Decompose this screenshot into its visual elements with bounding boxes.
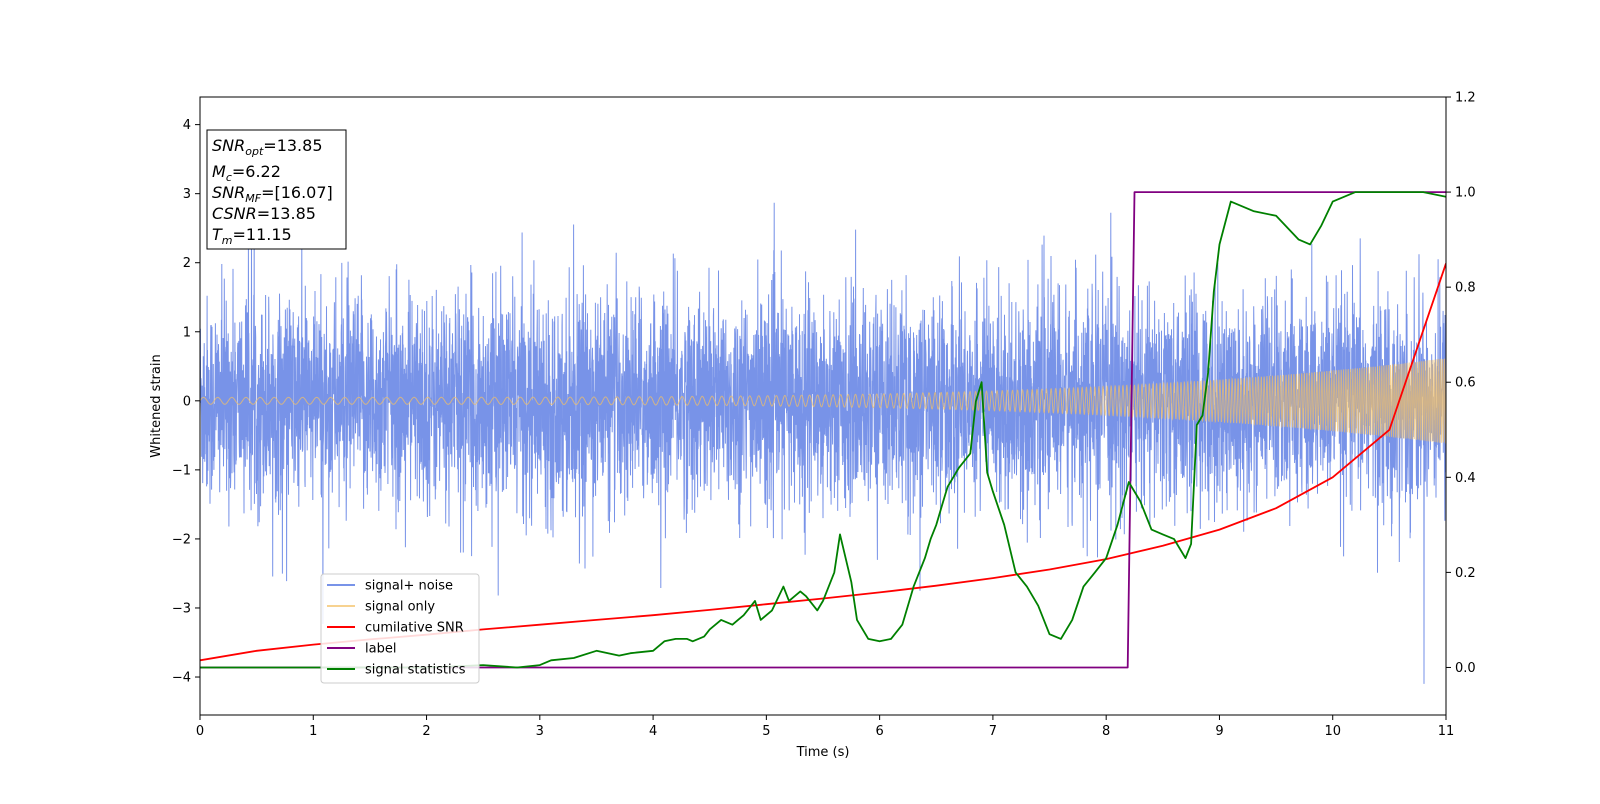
x-tick-label: 11 <box>1438 724 1455 739</box>
y-tick-label: −4 <box>172 671 191 686</box>
annotation-line: Tm=11.15 <box>212 225 292 247</box>
y-tick-label: 3 <box>183 187 191 202</box>
x-tick-label: 7 <box>989 724 997 739</box>
x-tick-label: 1 <box>309 724 317 739</box>
x-tick-label: 0 <box>196 724 204 739</box>
y2-tick-label: 0.2 <box>1455 566 1476 581</box>
x-tick-label: 8 <box>1102 724 1110 739</box>
series-signal-noise <box>200 202 1446 684</box>
y2-tick-label: 1.0 <box>1455 186 1476 201</box>
series-label <box>200 191 1446 669</box>
annotation-line: SNRopt=13.85 <box>212 136 323 158</box>
series-signal-statistics <box>200 191 1446 669</box>
x-tick-label: 10 <box>1324 724 1341 739</box>
legend-label: signal statistics <box>365 663 466 678</box>
x-tick-label: 2 <box>422 724 430 739</box>
x-tick-label: 4 <box>649 724 657 739</box>
annotation-line: Mc=6.22 <box>212 162 281 184</box>
series-signal-only <box>200 358 1446 444</box>
y2-tick-label: 0.0 <box>1455 661 1476 676</box>
y-axis-label: Whitened strain <box>149 354 164 457</box>
y-axis-left: −4 −3 −2 −1 0 1 2 3 4 <box>172 118 200 686</box>
y-tick-label: 4 <box>183 118 191 133</box>
y2-tick-label: 0.8 <box>1455 281 1476 296</box>
y-tick-label: −3 <box>172 601 191 616</box>
y-tick-label: 2 <box>183 256 191 271</box>
y-tick-label: 1 <box>183 325 191 340</box>
legend-label: label <box>365 642 396 657</box>
annotation-line: SNRMF=[16.07] <box>212 183 333 205</box>
legend-label: signal only <box>365 600 435 615</box>
legend-frame <box>320 573 480 684</box>
x-tick-label: 9 <box>1215 724 1223 739</box>
x-axis: 0 1 2 3 4 5 6 7 8 9 10 11 <box>196 715 1454 739</box>
legend: signal+ noise signal only cumilative SNR la… <box>320 573 480 684</box>
annotation-line: CSNR=13.85 <box>212 204 316 223</box>
y-tick-label: −2 <box>172 532 191 547</box>
legend-label: cumilative SNR <box>365 621 464 636</box>
y2-tick-label: 1.2 <box>1455 91 1476 106</box>
annotation-frame <box>206 129 347 250</box>
y-axis-right: 0.0 0.2 0.4 0.6 0.8 1.0 1.2 <box>1446 91 1476 676</box>
plot-frame <box>199 96 1447 716</box>
y-tick-label: −1 <box>172 463 191 478</box>
y2-tick-label: 0.6 <box>1455 376 1476 391</box>
y-tick-label: 0 <box>183 394 191 409</box>
x-tick-label: 3 <box>536 724 544 739</box>
y2-tick-label: 0.4 <box>1455 471 1476 486</box>
legend-label: signal+ noise <box>365 579 453 594</box>
x-tick-label: 5 <box>762 724 770 739</box>
annotation-box: SNRopt=13.85 Mc=6.22SNRMF=[16.07]CSNR=13.… <box>206 129 347 250</box>
x-axis-label: Time (s) <box>796 745 850 760</box>
x-tick-label: 6 <box>875 724 883 739</box>
